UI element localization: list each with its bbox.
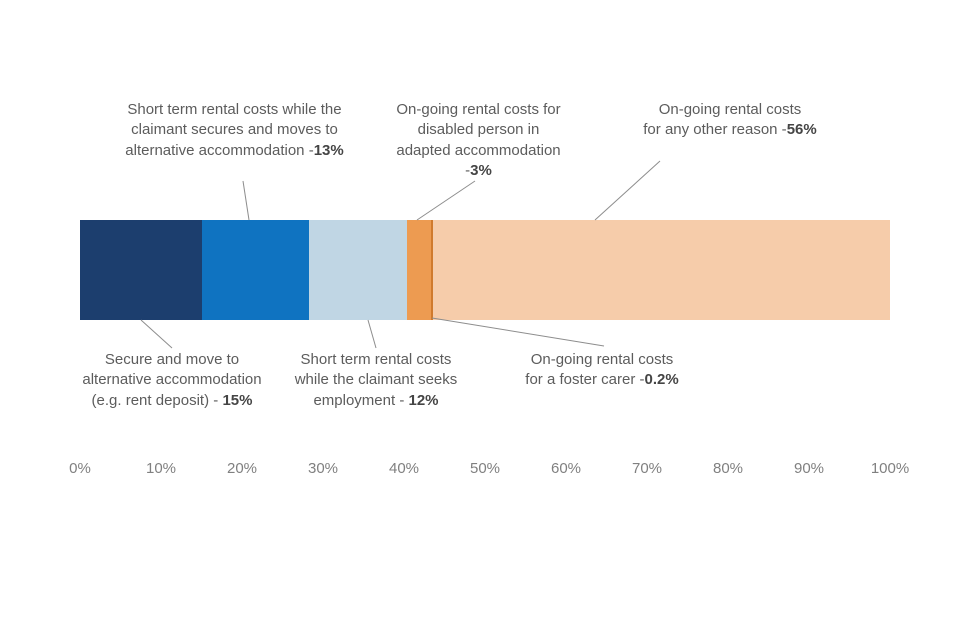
axis-tick-80: 80% [713,460,743,477]
axis-tick-100: 100% [871,460,909,477]
axis-tick-0: 0% [69,460,91,477]
segment-short-term-employment [309,220,407,320]
segment-ongoing-other [433,220,890,320]
axis-tick-20: 20% [227,460,257,477]
stacked-bar [80,220,890,320]
axis-tick-10: 10% [146,460,176,477]
label-ongoing-other: On-going rental costsfor any other reaso… [640,100,820,141]
label-short-term-employment: Short term rental costswhile the claiman… [281,350,471,411]
segment-short-term-move [202,220,308,320]
label-ongoing-foster: On-going rental costsfor a foster carer … [512,350,692,391]
label-short-term-move: Short term rental costs while theclaiman… [112,100,357,161]
axis-tick-50: 50% [470,460,500,477]
segment-secure-move-alt [80,220,202,320]
axis-tick-60: 60% [551,460,581,477]
chart-stage: Secure and move toalternative accommodat… [0,0,960,640]
leader-lines [0,0,960,640]
axis-tick-30: 30% [308,460,338,477]
axis-tick-70: 70% [632,460,662,477]
segment-ongoing-disabled [407,220,431,320]
axis-tick-90: 90% [794,460,824,477]
label-secure-move-alt: Secure and move toalternative accommodat… [67,350,277,411]
label-ongoing-disabled: On-going rental costs fordisabled person… [381,100,576,181]
axis-tick-40: 40% [389,460,419,477]
